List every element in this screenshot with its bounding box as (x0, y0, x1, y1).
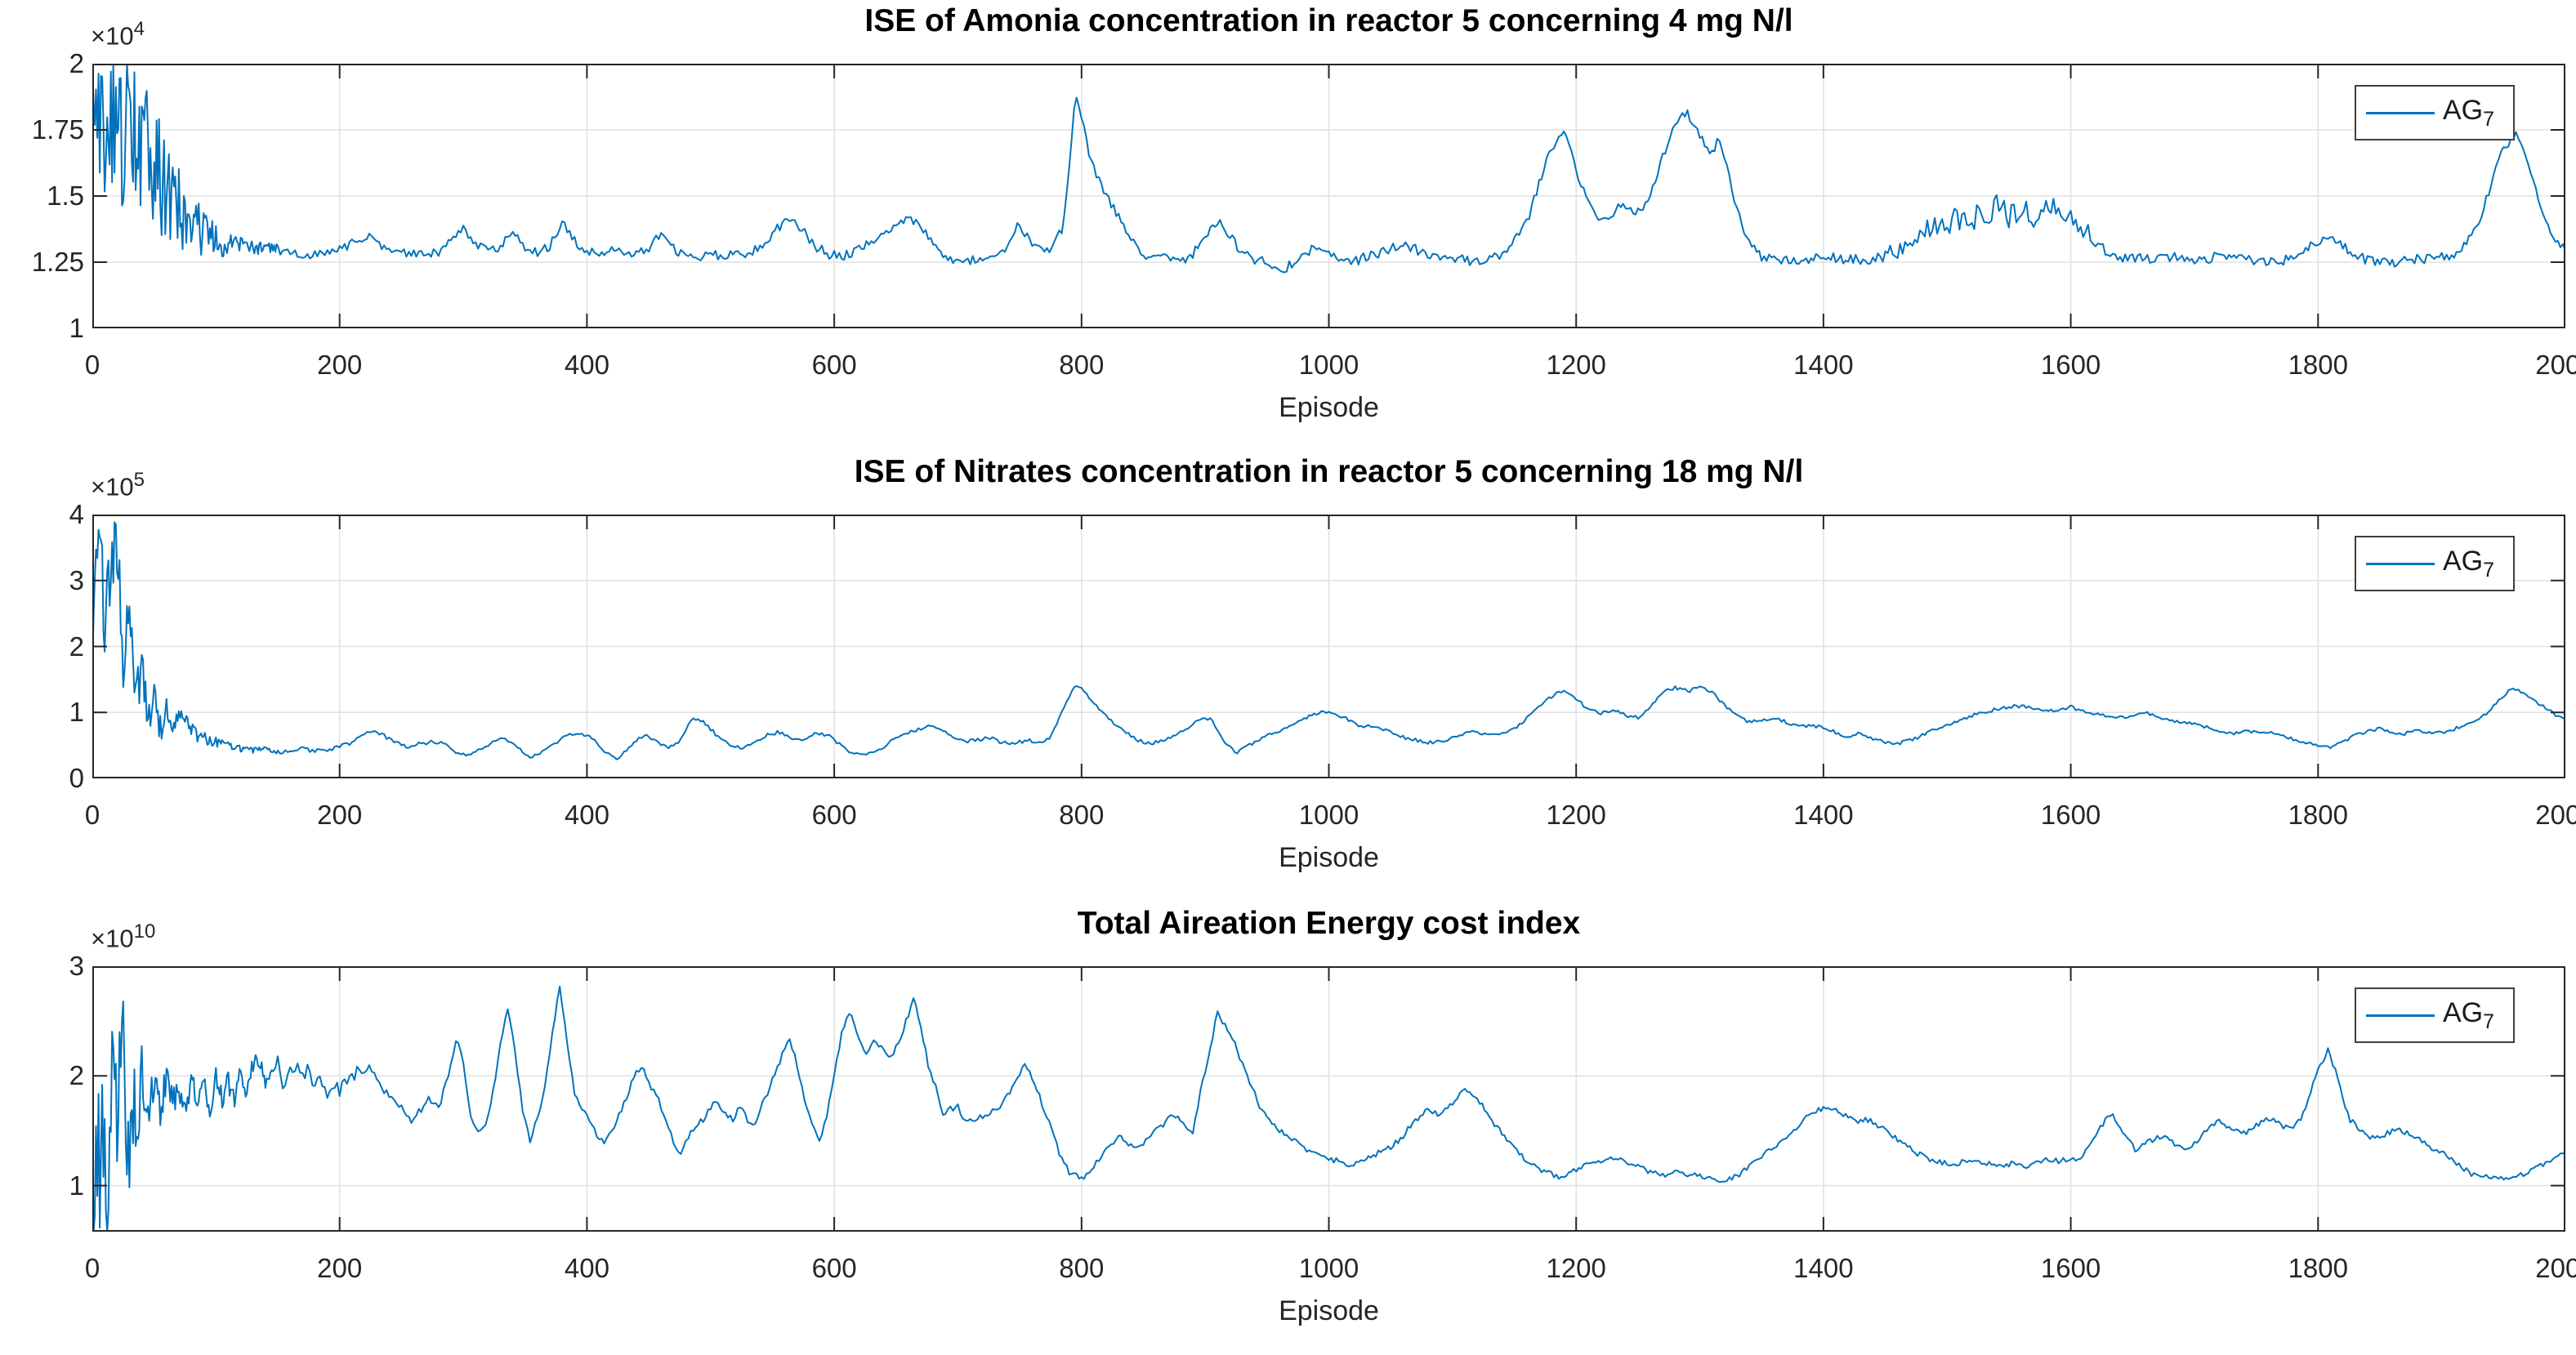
x-tick-label: 800 (1059, 800, 1105, 830)
x-tick-label: 1400 (1793, 800, 1854, 830)
plot-area (92, 515, 2565, 778)
y-tick-label: 1 (69, 1170, 84, 1201)
legend-label: AG7 (2443, 997, 2494, 1034)
legend: AG7 (2355, 85, 2515, 140)
x-tick-label: 800 (1059, 1253, 1105, 1283)
legend-line-sample (2366, 562, 2435, 565)
legend-line-sample (2366, 111, 2435, 114)
y-axis-exponent: ×104 (91, 18, 145, 51)
y-exponent-power: 4 (133, 18, 145, 40)
x-tick-label: 1600 (2040, 800, 2101, 830)
y-tick-label: 1.75 (31, 114, 84, 145)
y-tick-label: 3 (69, 564, 84, 595)
chart-title: ISE of Amonia concentration in reactor 5… (864, 3, 1793, 38)
y-exponent-power: 10 (133, 920, 156, 943)
x-tick-label: 1400 (1793, 350, 1854, 380)
y-tick-label: 3 (69, 951, 84, 981)
legend: AG7 (2355, 987, 2515, 1043)
legend-label: AG7 (2443, 546, 2494, 582)
x-tick-label: 200 (317, 1253, 363, 1283)
data-line (92, 64, 2565, 274)
y-axis-exponent: ×1010 (91, 920, 155, 953)
data-line (92, 521, 2565, 760)
x-tick-label: 600 (811, 800, 857, 830)
legend: AG7 (2355, 536, 2515, 591)
x-tick-label: 1000 (1298, 350, 1359, 380)
x-tick-label: 1800 (2288, 350, 2348, 380)
y-tick-label: 1.5 (47, 181, 84, 211)
x-tick-label: 1200 (1546, 350, 1606, 380)
y-tick-label: 1.25 (31, 247, 84, 277)
y-exponent-power: 5 (133, 469, 145, 491)
x-tick-label: 1000 (1298, 800, 1359, 830)
x-tick-label: 600 (811, 1253, 857, 1283)
x-tick-label: 1600 (2040, 350, 2101, 380)
legend-line-sample (2366, 1014, 2435, 1017)
x-tick-label: 1400 (1793, 1253, 1854, 1283)
legend-series-subscript: 7 (2483, 558, 2495, 582)
x-tick-label: 2000 (2535, 350, 2576, 380)
x-tick-label: 800 (1059, 350, 1105, 380)
x-tick-label: 0 (84, 800, 100, 830)
y-tick-label: 0 (69, 763, 84, 793)
y-axis-exponent: ×105 (91, 469, 145, 501)
x-tick-label: 2000 (2535, 1253, 2576, 1283)
legend-series-subscript: 7 (2483, 107, 2495, 131)
x-tick-label: 400 (564, 1253, 609, 1283)
x-tick-label: 200 (317, 350, 363, 380)
y-exponent-base: ×10 (91, 21, 134, 51)
x-tick-label: 1200 (1546, 1253, 1606, 1283)
y-exponent-base: ×10 (91, 472, 134, 501)
legend-series-subscript: 7 (2483, 1010, 2495, 1033)
x-tick-label: 0 (84, 1253, 100, 1283)
x-tick-label: 0 (84, 350, 100, 380)
y-tick-label: 2 (69, 1060, 84, 1091)
y-tick-label: 4 (69, 499, 84, 529)
x-tick-label: 2000 (2535, 800, 2576, 830)
y-tick-label: 2 (69, 48, 84, 78)
legend-label: AG7 (2443, 95, 2494, 131)
y-tick-label: 1 (69, 697, 84, 728)
y-tick-label: 1 (69, 313, 84, 343)
x-axis-label: Episode (1279, 392, 1379, 423)
legend-series-name: AG (2443, 545, 2484, 577)
y-tick-label: 2 (69, 631, 84, 662)
x-tick-label: 1200 (1546, 800, 1606, 830)
chart-title: Total Aireation Energy cost index (1077, 906, 1581, 941)
x-tick-label: 1600 (2040, 1253, 2101, 1283)
x-tick-label: 200 (317, 800, 363, 830)
x-tick-label: 400 (564, 800, 609, 830)
x-tick-label: 1800 (2288, 800, 2348, 830)
chart-title: ISE of Nitrates concentration in reactor… (854, 454, 1804, 489)
y-exponent-base: ×10 (91, 924, 134, 953)
x-axis-label: Episode (1279, 842, 1379, 873)
legend-series-name: AG (2443, 996, 2484, 1028)
data-line (92, 985, 2565, 1232)
x-tick-label: 1000 (1298, 1253, 1359, 1283)
x-tick-label: 600 (811, 350, 857, 380)
legend-series-name: AG (2443, 94, 2484, 126)
x-tick-label: 1800 (2288, 1253, 2348, 1283)
plot-area (92, 966, 2565, 1232)
x-tick-label: 400 (564, 350, 609, 380)
plot-area (92, 64, 2565, 328)
x-axis-label: Episode (1279, 1295, 1379, 1326)
